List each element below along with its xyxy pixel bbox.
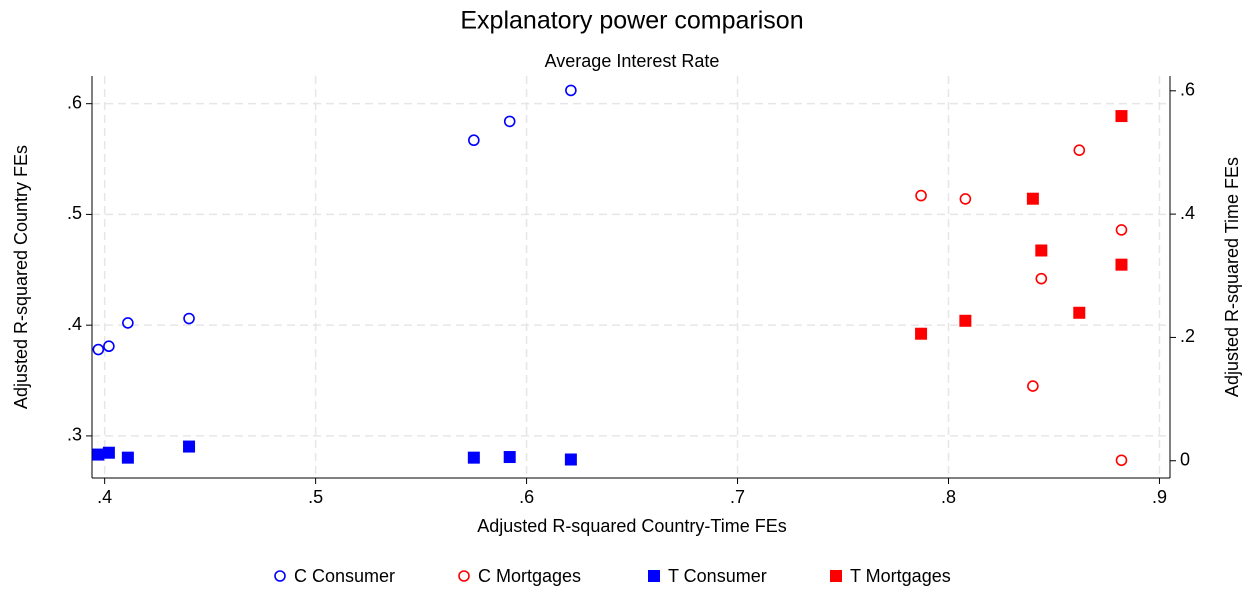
point	[503, 115, 516, 128]
y-tick-label: .4	[67, 314, 82, 334]
point	[121, 451, 134, 464]
point	[959, 314, 972, 327]
point	[503, 451, 516, 464]
point	[1115, 258, 1128, 271]
point	[467, 451, 480, 464]
x-tick-label: .7	[730, 487, 745, 507]
point	[1073, 144, 1086, 156]
legend-marker	[648, 570, 660, 582]
x-tick-label: .9	[1152, 487, 1167, 507]
y2-tick-label: .6	[1180, 80, 1195, 100]
legend-label: C Consumer	[294, 566, 395, 586]
legend-marker	[274, 570, 286, 582]
point	[1035, 272, 1048, 285]
y-tick-label: .5	[67, 203, 82, 223]
point	[1115, 224, 1128, 236]
y2-axis-label: Adjusted R-squared Time FEs	[1222, 157, 1242, 397]
chart-subtitle: Average Interest Rate	[545, 51, 720, 71]
point	[92, 448, 105, 461]
legend-marker	[830, 570, 842, 582]
point	[959, 193, 972, 205]
point	[122, 317, 134, 329]
legend-label: T Mortgages	[850, 566, 951, 586]
y-tick-label: .6	[67, 92, 82, 112]
x-axis-label: Adjusted R-squared Country-Time FEs	[477, 516, 786, 536]
point	[102, 446, 115, 459]
point	[1026, 192, 1039, 205]
point	[92, 343, 105, 356]
x-tick-label: .8	[941, 487, 956, 507]
point	[103, 340, 115, 353]
y-tick-label: .3	[67, 425, 82, 445]
y-axis-label: Adjusted R-squared Country FEs	[11, 145, 31, 409]
point	[564, 453, 577, 466]
point	[1115, 110, 1128, 123]
point	[1073, 306, 1086, 319]
point	[468, 134, 480, 147]
chart-title: Explanatory power comparison	[460, 7, 803, 35]
point	[915, 189, 927, 202]
point	[183, 440, 196, 453]
point	[1027, 380, 1039, 392]
x-tick-label: .4	[97, 487, 112, 507]
point	[1115, 454, 1128, 467]
legend-label: T Consumer	[668, 566, 767, 586]
point	[1035, 244, 1048, 257]
x-tick-label: .5	[308, 487, 323, 507]
x-tick-label: .6	[519, 487, 534, 507]
y2-tick-label: 0	[1180, 449, 1190, 469]
point	[915, 327, 928, 340]
y2-tick-label: .2	[1180, 326, 1195, 346]
legend-marker	[458, 570, 470, 582]
point	[565, 84, 577, 97]
point	[183, 312, 195, 325]
y2-tick-label: .4	[1180, 203, 1195, 223]
legend-label: C Mortgages	[478, 566, 581, 586]
